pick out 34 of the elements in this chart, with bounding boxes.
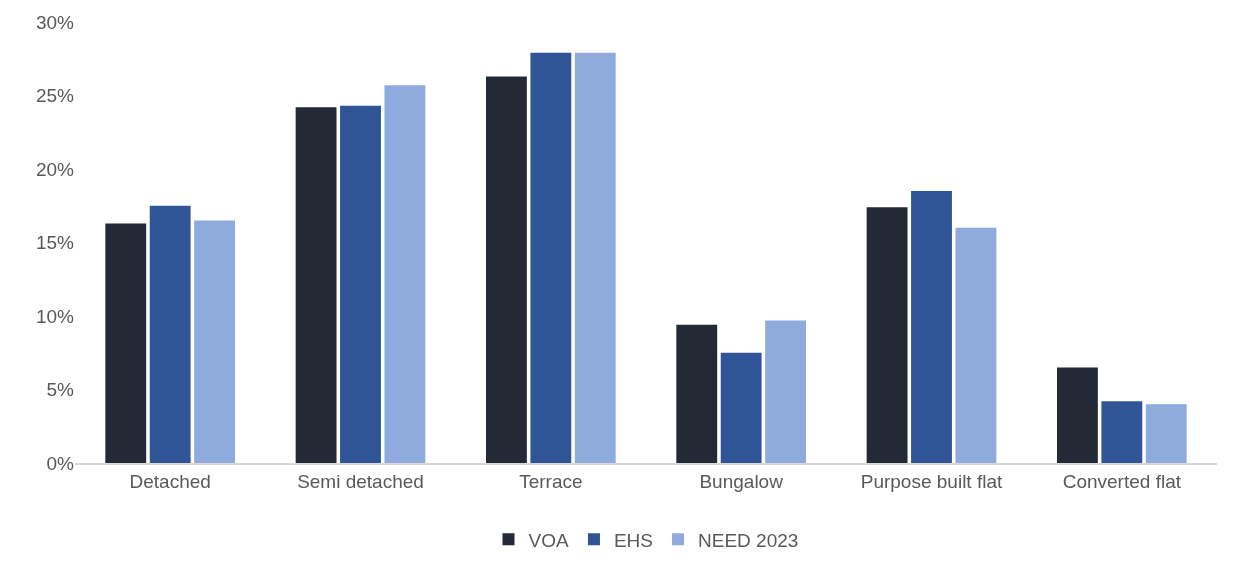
legend-label: NEED 2023 (698, 529, 799, 551)
x-tick-label: Converted flat (1062, 470, 1182, 492)
bar (295, 107, 337, 463)
y-tick-label: 30% (35, 11, 75, 33)
legend-label: VOA (528, 529, 569, 551)
bar (911, 191, 952, 463)
bar (955, 227, 997, 463)
bar (194, 220, 236, 463)
x-tick-label: Terrace (519, 470, 583, 492)
x-tick-label: Detached (129, 470, 211, 492)
x-tick-label: Purpose built flat (860, 470, 1003, 492)
bar (765, 320, 807, 463)
x-tick-label: Bungalow (699, 470, 784, 492)
bar (149, 205, 191, 463)
y-tick-label: 0% (46, 452, 75, 474)
y-tick-label: 5% (46, 379, 75, 401)
bar (1101, 401, 1143, 463)
y-tick-label: 25% (35, 85, 75, 107)
bar (676, 324, 718, 463)
x-tick-label: Semi detached (297, 470, 424, 492)
bar (485, 76, 527, 463)
y-tick-label: 15% (35, 232, 75, 254)
bar (866, 207, 908, 463)
bar (574, 52, 616, 463)
bar (530, 52, 572, 463)
y-tick-label: 10% (35, 305, 75, 327)
y-tick-label: 20% (35, 158, 75, 180)
bar (384, 85, 426, 463)
bar (720, 352, 762, 463)
legend-label: EHS (613, 529, 654, 551)
bar (1056, 367, 1098, 463)
bar (105, 223, 147, 463)
bar (1145, 404, 1187, 463)
bar (340, 105, 381, 463)
